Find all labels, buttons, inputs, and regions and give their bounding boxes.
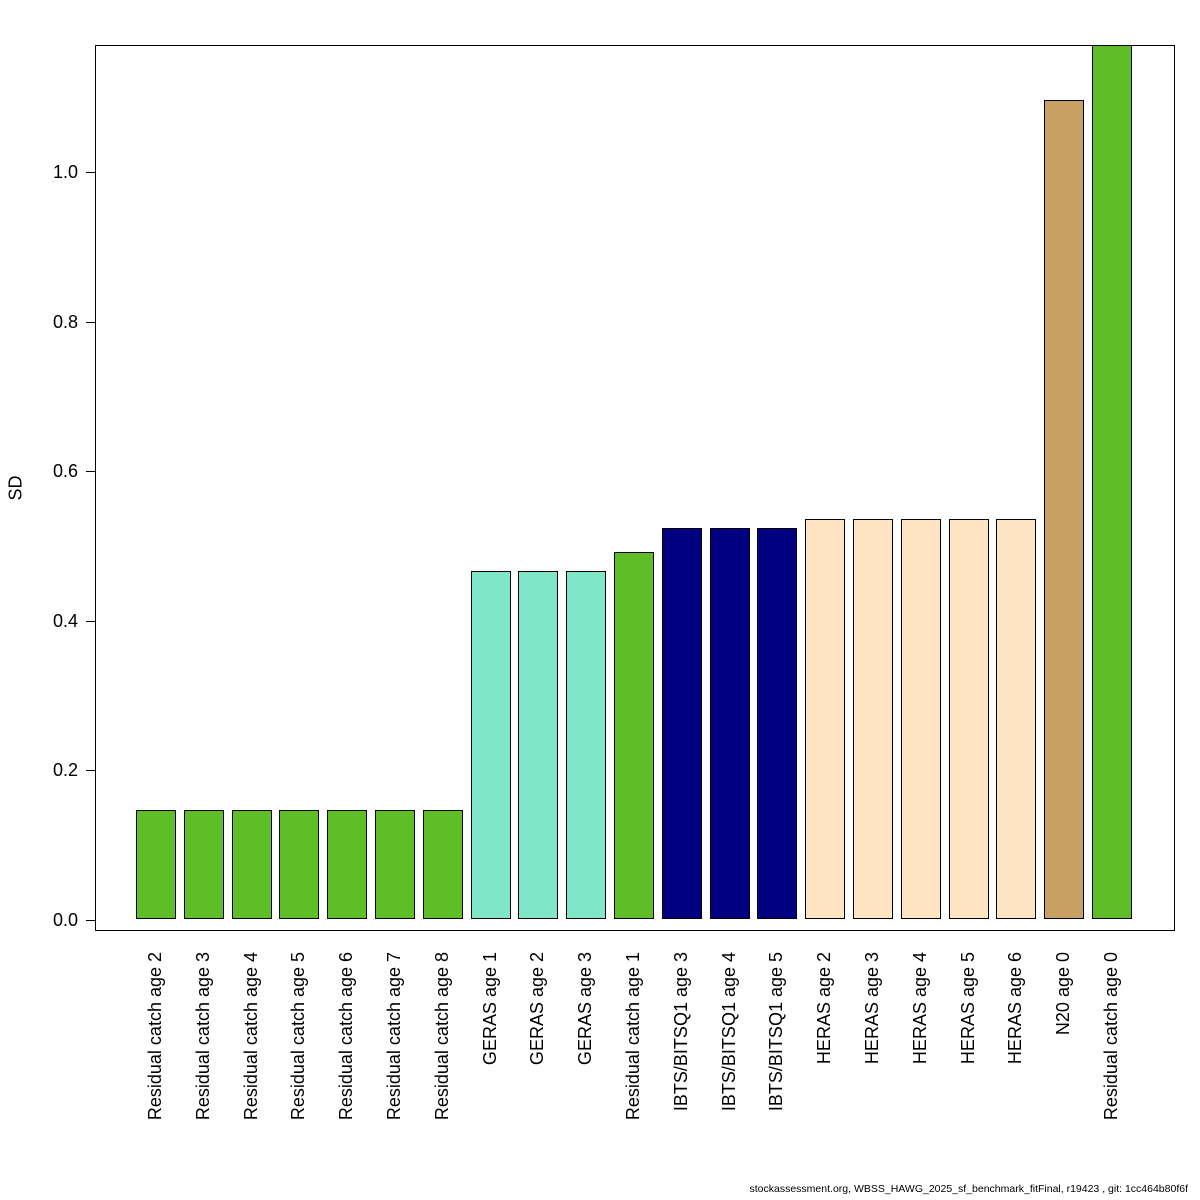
bar-18 — [996, 518, 1037, 919]
x-tick-label: Residual catch age 2 — [145, 952, 165, 1121]
x-tick-label: Residual catch age 0 — [1101, 952, 1121, 1121]
x-tick-label: Residual catch age 6 — [336, 952, 357, 1121]
bar-4 — [327, 809, 368, 919]
bar-9 — [566, 571, 607, 919]
y-tick-label: 1.0 — [52, 162, 78, 182]
bar-19 — [1044, 99, 1085, 919]
x-tick-label: Residual catch age 1 — [623, 952, 643, 1121]
y-tick-label: 0.8 — [52, 311, 78, 332]
x-tick-label: GERAS age 2 — [527, 952, 548, 1066]
bar-20 — [1092, 46, 1132, 919]
x-tick-label: Residual catch age 8 — [431, 952, 452, 1121]
bar-15 — [853, 518, 893, 919]
y-tick-mark — [86, 172, 95, 173]
x-tick-label: N20 age 0 — [1053, 952, 1074, 1036]
bar-14 — [805, 518, 846, 919]
x-tick-label: IBTS/BITSQ1 age 4 — [718, 952, 739, 1112]
y-tick-mark — [86, 471, 95, 473]
y-tick-mark — [86, 770, 95, 772]
bar-2 — [231, 809, 272, 919]
x-tick-label: GERAS age 3 — [575, 952, 596, 1066]
x-tick-label: HERAS age 2 — [814, 952, 835, 1065]
plot-area — [95, 45, 1175, 931]
bar-7 — [470, 571, 511, 919]
x-tick-label: Residual catch age 7 — [384, 952, 404, 1121]
bar-16 — [900, 518, 941, 919]
bar-11 — [661, 527, 702, 919]
x-tick-label: IBTS/BITSQ1 age 5 — [766, 952, 787, 1112]
footer-citation: stockassessment.org, WBSS_HAWG_2025_sf_b… — [749, 1183, 1189, 1195]
y-tick-mark — [86, 920, 95, 921]
bar-1 — [183, 809, 224, 919]
bar-6 — [422, 809, 463, 919]
bar-13 — [757, 527, 798, 919]
x-tick-label: Residual catch age 5 — [288, 952, 309, 1121]
y-tick-label: 0.0 — [52, 910, 78, 930]
y-tick-label: 0.6 — [52, 461, 78, 482]
x-tick-label: HERAS age 4 — [909, 952, 930, 1065]
x-tick-label: HERAS age 3 — [862, 952, 882, 1065]
x-tick-label: Residual catch age 3 — [192, 952, 213, 1121]
y-tick-label: 0.4 — [52, 610, 78, 631]
bar-8 — [518, 571, 559, 919]
bar-12 — [709, 527, 750, 919]
x-tick-label: Residual catch age 4 — [240, 952, 261, 1121]
y-tick-mark — [86, 321, 95, 323]
x-tick-label: HERAS age 5 — [957, 952, 978, 1065]
y-tick-label: 0.2 — [52, 760, 78, 781]
bar-5 — [375, 809, 415, 919]
x-tick-label: IBTS/BITSQ1 age 3 — [670, 952, 691, 1112]
bar-17 — [948, 518, 989, 919]
bar-0 — [136, 809, 176, 919]
x-tick-label: GERAS age 1 — [479, 952, 500, 1066]
y-tick-mark — [86, 620, 95, 622]
x-tick-label: HERAS age 6 — [1005, 952, 1026, 1065]
bar-10 — [614, 552, 654, 919]
bar-3 — [279, 809, 320, 919]
